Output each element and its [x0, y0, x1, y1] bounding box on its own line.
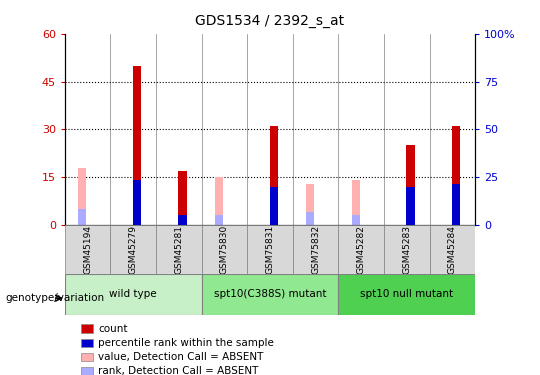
- Bar: [81, 339, 93, 347]
- Text: spt10(C388S) mutant: spt10(C388S) mutant: [214, 290, 326, 299]
- Bar: [133, 66, 141, 225]
- Text: GDS1534 / 2392_s_at: GDS1534 / 2392_s_at: [195, 13, 345, 28]
- Bar: [352, 215, 360, 225]
- Bar: [339, 225, 384, 274]
- Bar: [133, 180, 141, 225]
- Bar: [110, 225, 156, 274]
- Bar: [339, 274, 475, 315]
- Bar: [81, 353, 93, 361]
- Text: spt10 null mutant: spt10 null mutant: [360, 290, 454, 299]
- Bar: [78, 209, 86, 225]
- Bar: [215, 177, 223, 225]
- Bar: [65, 225, 110, 274]
- Text: GSM45194: GSM45194: [83, 225, 92, 274]
- Text: value, Detection Call = ABSENT: value, Detection Call = ABSENT: [98, 352, 264, 362]
- Bar: [452, 184, 460, 225]
- Bar: [81, 324, 93, 333]
- Text: GSM45279: GSM45279: [129, 225, 138, 274]
- Bar: [269, 126, 278, 225]
- Bar: [430, 225, 475, 274]
- Bar: [201, 274, 339, 315]
- Text: GSM45281: GSM45281: [174, 225, 183, 274]
- Bar: [81, 367, 93, 375]
- Text: GSM45282: GSM45282: [357, 225, 366, 274]
- Bar: [178, 171, 186, 225]
- Text: GSM45284: GSM45284: [448, 225, 457, 274]
- Text: count: count: [98, 324, 128, 333]
- Bar: [65, 274, 201, 315]
- Bar: [406, 146, 415, 225]
- Bar: [156, 225, 201, 274]
- Bar: [247, 225, 293, 274]
- Bar: [201, 225, 247, 274]
- Bar: [293, 225, 339, 274]
- Text: GSM75832: GSM75832: [311, 225, 320, 274]
- Bar: [306, 184, 314, 225]
- Bar: [406, 187, 415, 225]
- Bar: [306, 212, 314, 225]
- Text: wild type: wild type: [110, 290, 157, 299]
- Bar: [384, 225, 430, 274]
- Text: percentile rank within the sample: percentile rank within the sample: [98, 338, 274, 348]
- Bar: [269, 187, 278, 225]
- Bar: [452, 126, 460, 225]
- Bar: [215, 215, 223, 225]
- Bar: [78, 168, 86, 225]
- Bar: [352, 180, 360, 225]
- Text: rank, Detection Call = ABSENT: rank, Detection Call = ABSENT: [98, 366, 259, 375]
- Bar: [178, 215, 186, 225]
- Text: GSM75830: GSM75830: [220, 225, 229, 274]
- Text: GSM75831: GSM75831: [266, 225, 274, 274]
- Text: genotype/variation: genotype/variation: [5, 293, 105, 303]
- Text: GSM45283: GSM45283: [402, 225, 411, 274]
